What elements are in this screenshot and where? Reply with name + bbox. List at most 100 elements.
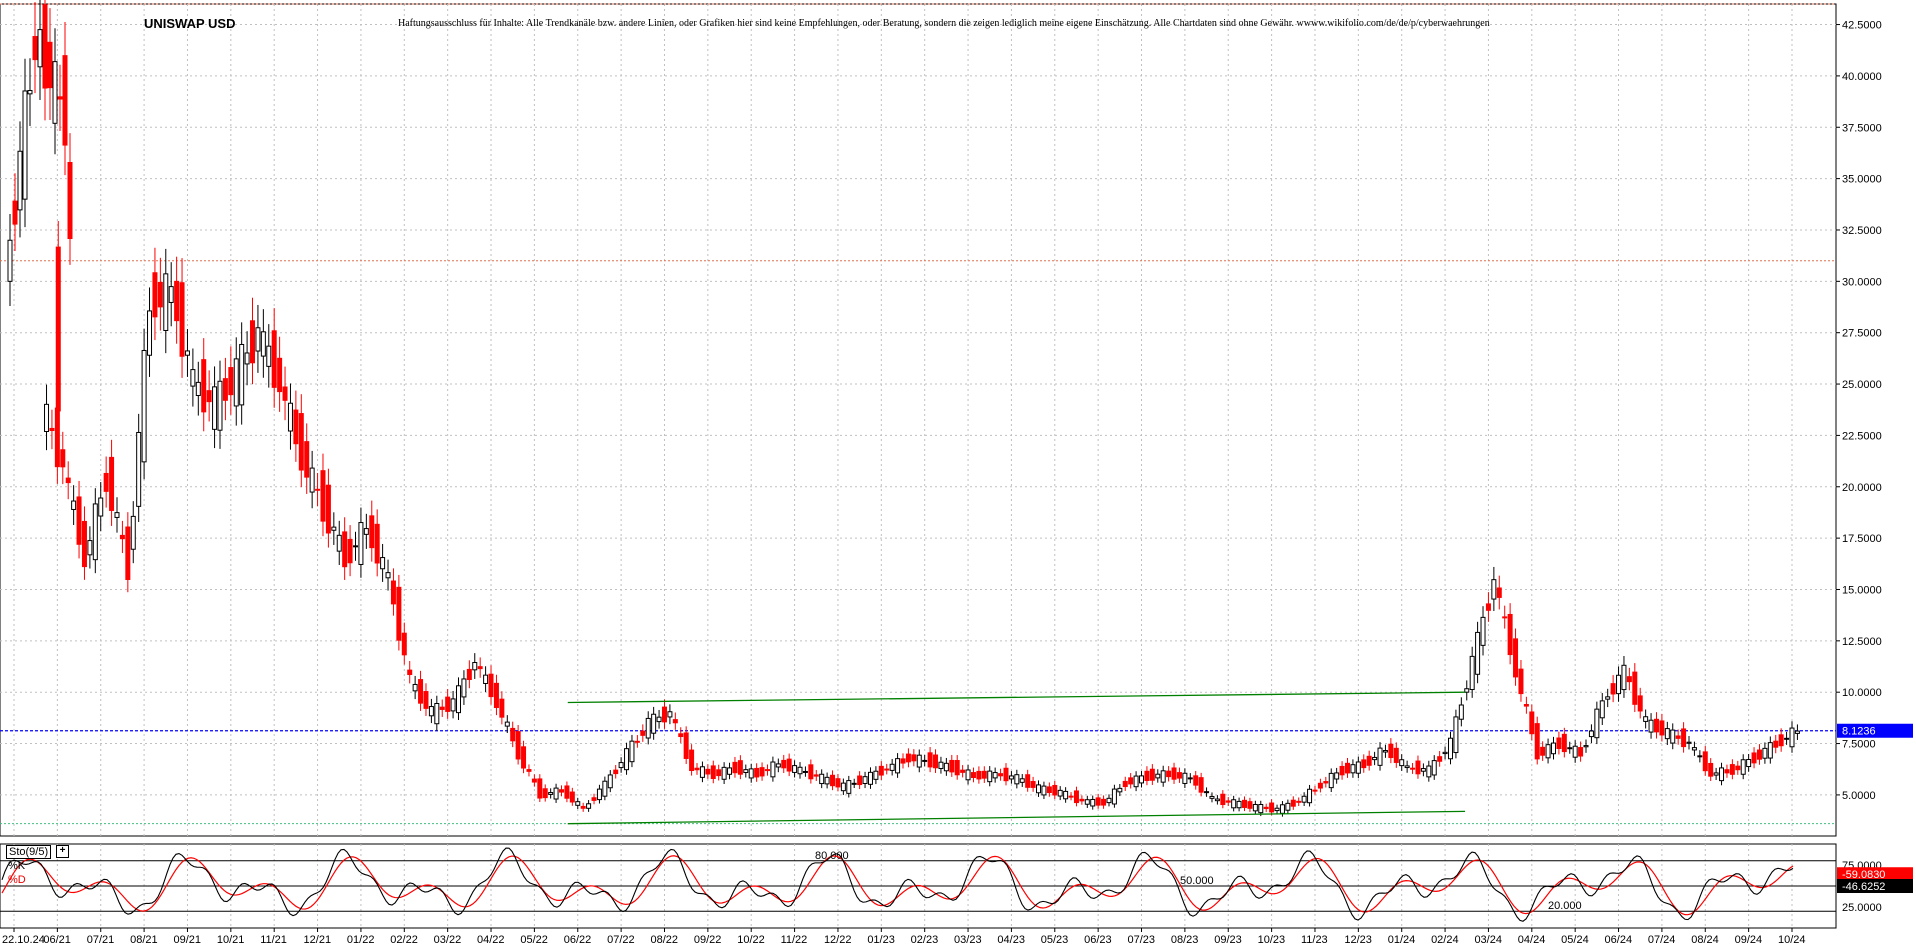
candle-body [1242,799,1248,808]
candle-body [217,380,223,431]
candle-body [1182,772,1188,784]
candle-body [233,358,239,407]
candle-body [797,766,803,775]
chart-title: UNISWAP USD [144,16,236,31]
candle-body [732,761,738,774]
candle-body [1626,676,1632,683]
candle-body [683,732,689,759]
candle-body [1111,788,1117,805]
candle-body [1176,772,1182,779]
candle-body [504,721,510,727]
candle-body [119,534,125,540]
candle-body [380,557,386,570]
candle-body [37,29,43,68]
x-tick-label: 10/22 [737,934,765,946]
x-tick-label: 01/24 [1388,934,1416,946]
candle-body [1523,704,1529,707]
candle-body [44,403,50,433]
x-tick-label: 11/22 [781,934,808,946]
candle-body [1480,616,1486,646]
candle-body [1713,772,1719,776]
candle-body [884,768,890,771]
candle-body [1529,711,1535,735]
x-tick-label: 22.10.24 [2,934,45,946]
candle-body [287,402,293,432]
candle-body [1664,728,1670,740]
candle-body [17,150,23,211]
candle-body [320,470,326,522]
candle-body [1729,764,1735,775]
candle-body [792,765,798,773]
x-tick-label: 09/21 [173,934,201,946]
candle-body [629,740,635,763]
candle-body [282,386,288,401]
candle-body [1794,730,1800,734]
x-tick-label: 09/24 [1735,934,1763,946]
y-tick-label: 42.5000 [1842,20,1882,32]
indicator-label[interactable]: Sto(9/5) [6,845,52,859]
candle-body [222,378,228,401]
candle-body [1420,768,1426,772]
candle-body [1008,775,1014,780]
candle-body [1599,700,1605,719]
candle-body [428,706,434,717]
candle-body [602,780,608,797]
candle-body [1540,746,1546,756]
stoch-k-line [1,847,1794,922]
candle-body [250,320,256,364]
candle-body [1317,782,1323,789]
candle-body [1079,798,1085,802]
candle-body [526,769,532,772]
candle-body [716,769,722,777]
candle-body [57,96,63,100]
candle-body [1339,765,1345,776]
candle-body [1653,718,1659,733]
candle-body [1046,786,1052,794]
x-tick-label: 11/23 [1301,934,1328,946]
y-tick-label: 12.5000 [1842,636,1882,648]
candle-body [521,746,527,769]
candle-body [260,331,266,357]
stoch-k-value: -59.0830 [1842,869,1885,881]
candle-body [1149,768,1155,781]
candle-body [87,540,93,556]
candle-body [49,427,55,432]
candle-body [47,41,53,89]
stoch-d-line [1,855,1794,916]
candle-body [1345,762,1350,774]
candle-body [1236,800,1242,809]
candle-body [174,280,180,322]
candle-body [1437,756,1443,762]
candle-body [699,766,705,778]
candle-body [1106,797,1112,804]
plus-icon[interactable]: + [56,845,69,858]
candle-body [493,682,499,709]
y-tick-label: 40.0000 [1842,71,1882,83]
x-tick-label: 01/23 [867,934,895,946]
candle-body [651,713,657,734]
candle-body [1415,760,1421,775]
level-50-label: 50.000 [1180,875,1214,887]
candle-body [1204,791,1210,794]
stoch-d-value: -46.6252 [1842,881,1885,893]
candle-body [130,515,136,550]
candle-body [775,763,781,768]
candle-body [1458,704,1464,720]
candle-body [911,754,917,762]
candle-body [1334,772,1340,780]
candle-body [1616,674,1622,695]
candle-body [1588,730,1594,738]
candle-body [591,797,597,801]
candle-body [1496,587,1502,598]
x-tick-label: 10/24 [1778,934,1806,946]
x-tick-label: 06/23 [1084,934,1112,946]
candle-body [114,512,120,518]
candle-body [1052,784,1058,796]
candle-body [1231,799,1237,809]
candle-body [1274,807,1280,812]
candle-body [970,772,976,778]
x-tick-label: 03/22 [434,934,462,946]
candle-body [743,769,749,774]
candle-body [315,488,321,491]
candle-body [22,90,28,200]
